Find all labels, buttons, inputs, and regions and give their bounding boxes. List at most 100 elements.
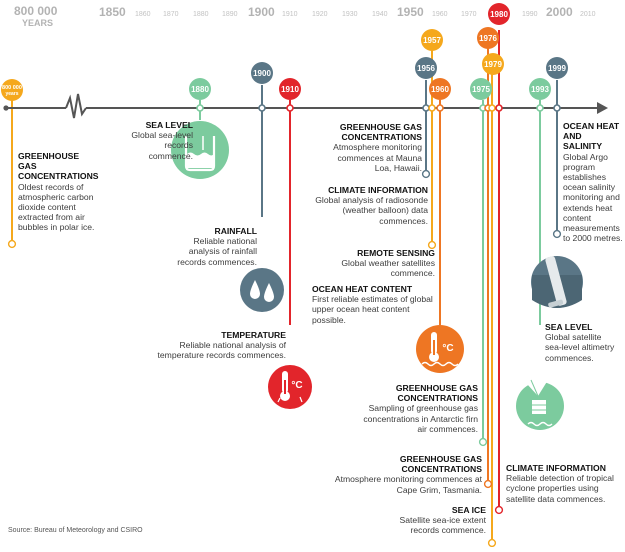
year-tick-label: 1910 — [282, 11, 298, 18]
event-text: First reliable estimates of global upper… — [312, 294, 433, 325]
year-marker-1976: 1976 — [477, 27, 499, 49]
event-cape-grim: GREENHOUSE GAS CONCENTRATIONS Atmosphere… — [318, 454, 482, 495]
marker-sub: years — [5, 91, 18, 97]
event-heading: SEA ICE — [451, 505, 486, 515]
source-note: Source: Bureau of Meteorology and CSIRO — [8, 527, 143, 534]
marker-label: 1880 — [191, 85, 209, 94]
year-tick-label: 1880 — [193, 11, 209, 18]
marker-label: 1900 — [253, 69, 271, 78]
marker-label: 1956 — [417, 64, 435, 73]
ocean-heat-icon: °C — [416, 325, 464, 373]
year-marker-1957: 1957 — [421, 29, 443, 51]
event-ice-core-co2: GREENHOUSE GAS CONCENTRATIONS Oldest rec… — [18, 151, 99, 233]
marker-label: 1980 — [490, 10, 508, 19]
event-heading: OCEAN HEAT CONTENT — [312, 284, 413, 294]
marker-label: 1910 — [281, 85, 299, 94]
event-heading: TEMPERATURE — [221, 330, 286, 340]
event-text: Satellite sea-ice extent records commenc… — [399, 515, 486, 536]
year-marker-1980: 1980 — [488, 3, 510, 25]
event-mauna-loa: GREENHOUSE GAS CONCENTRATIONS Atmosphere… — [332, 122, 422, 173]
event-heading: RAINFALL — [214, 226, 258, 236]
event-sea-level-records: SEA LEVEL Global sea-level records comme… — [118, 120, 193, 161]
year-marker-1900: 1900 — [251, 62, 273, 84]
sea-level-icon — [171, 121, 229, 179]
stem-end-dot — [487, 538, 497, 548]
year-markers: 800 000 years 1880 1900 1910 1957 1956 1… — [1, 3, 568, 101]
stem-end-dots — [7, 169, 562, 548]
year-tick-label: 1890 — [222, 11, 238, 18]
stem-end-dot — [427, 240, 437, 250]
year-marker-800000-years: 800 000 years — [1, 79, 23, 101]
event-heading: OCEAN HEAT AND SALINITY — [563, 121, 620, 152]
event-radiosonde: CLIMATE INFORMATION Global analysis of r… — [300, 185, 428, 226]
year-tick-label: 1940 — [372, 11, 388, 18]
year-marker-1979: 1979 — [482, 53, 504, 75]
event-text: Atmosphere monitoring commences at Cape … — [334, 474, 482, 495]
marker-label: 1957 — [423, 36, 441, 45]
event-heading: CLIMATE INFORMATION — [506, 463, 606, 473]
axis-arrow — [597, 102, 608, 114]
event-text: Global weather satellites commence. — [341, 258, 435, 279]
stem-end-dot — [483, 479, 493, 489]
event-text: Reliable detection of tropical cyclone p… — [506, 473, 614, 504]
event-tropical-cyclones: CLIMATE INFORMATION Reliable detection o… — [506, 463, 624, 504]
event-rainfall: RAINFALL Reliable national analysis of r… — [170, 226, 257, 267]
event-temperature: TEMPERATURE Reliable national analysis o… — [140, 330, 286, 361]
year-tick-label: 1920 — [312, 11, 328, 18]
celsius-label: °C — [291, 380, 302, 391]
event-text: Global analysis of radiosonde (weather b… — [315, 195, 428, 226]
event-antarctic-firn-air: GREENHOUSE GAS CONCENTRATIONS Sampling o… — [352, 383, 478, 434]
scale-start-label: 800 000 — [14, 4, 58, 18]
event-heading: GREENHOUSE GAS CONCENTRATIONS — [399, 454, 482, 475]
event-heading: GREENHOUSE GAS CONCENTRATIONS — [395, 383, 478, 404]
stem-end-dot — [421, 169, 431, 179]
event-text: Atmosphere monitoring commences at Mauna… — [333, 142, 422, 173]
marker-label: 1976 — [479, 34, 497, 43]
year-marker-1960: 1960 — [429, 78, 451, 100]
axis-break — [65, 93, 87, 119]
stem-end-dot — [494, 505, 504, 515]
year-tick-label: 1870 — [163, 11, 179, 18]
event-text: Oldest records of atmospheric carbon dio… — [18, 181, 95, 233]
event-text: Reliable national analysis of temperatur… — [157, 340, 286, 361]
year-tick-label: 1860 — [135, 11, 151, 18]
event-text: Global Argo program establishes ocean sa… — [563, 151, 623, 244]
celsius-label: °C — [442, 343, 453, 354]
event-satellite-altimetry: SEA LEVEL Global satellite sea-level alt… — [545, 322, 615, 363]
stem-end-dot — [7, 239, 17, 249]
satellite-altimetry-icon — [516, 371, 564, 430]
axis-joints — [196, 104, 561, 112]
event-heading: GREENHOUSE GAS CONCENTRATIONS — [18, 151, 99, 182]
year-tick-label: 1850 — [99, 5, 126, 19]
marker-label: 1979 — [484, 60, 502, 69]
year-scale: 1850 1860 1870 1880 1890 1900 1910 1920 … — [99, 5, 596, 19]
marker-label: 800 000 — [2, 85, 22, 91]
event-heading: SEA LEVEL — [545, 322, 593, 332]
event-argo-program: OCEAN HEAT AND SALINITY Global Argo prog… — [563, 121, 623, 243]
event-text: Global satellite sea-level altimetry com… — [545, 332, 615, 363]
axis-start-dot — [3, 105, 9, 111]
year-marker-1999: 1999 — [546, 57, 568, 79]
event-text: Reliable national analysis of rainfall r… — [177, 236, 257, 267]
year-tick-label: 2000 — [546, 5, 573, 19]
year-marker-1993: 1993 — [529, 78, 551, 100]
stem-end-dot — [552, 229, 562, 239]
marker-label: 1999 — [548, 64, 566, 73]
year-tick-label: 1960 — [432, 11, 448, 18]
year-marker-1975: 1975 — [470, 78, 492, 100]
timeline-axis — [3, 93, 608, 119]
year-marker-1880: 1880 — [189, 78, 211, 100]
event-text: Sampling of greenhouse gas concentration… — [363, 403, 478, 434]
event-heading: GREENHOUSE GAS CONCENTRATIONS — [339, 122, 422, 143]
marker-label: 1960 — [431, 85, 449, 94]
year-tick-label: 1970 — [461, 11, 477, 18]
event-heading: SEA LEVEL — [145, 120, 193, 130]
event-remote-sensing: REMOTE SENSING Global weather satellites… — [318, 248, 435, 279]
year-tick-label: 2010 — [580, 11, 596, 18]
argo-float-icon — [531, 241, 583, 308]
event-ocean-heat-content: OCEAN HEAT CONTENT First reliable estima… — [312, 284, 438, 325]
stem-end-dot — [478, 437, 488, 447]
year-tick-label: 1990 — [522, 11, 538, 18]
